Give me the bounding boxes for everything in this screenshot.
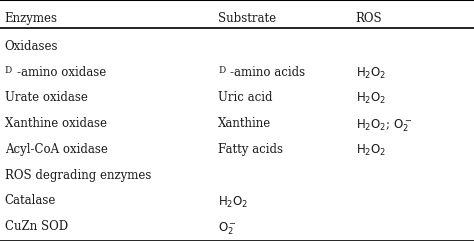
Text: $\mathrm{H_2O_2}$; $\mathrm{O_2^-}$: $\mathrm{H_2O_2}$; $\mathrm{O_2^-}$ [356,117,412,134]
Text: ROS: ROS [356,12,382,25]
Text: Oxidases: Oxidases [5,40,58,53]
Text: $\mathrm{H_2O_2}$: $\mathrm{H_2O_2}$ [356,143,386,158]
Text: Xanthine oxidase: Xanthine oxidase [5,117,107,130]
Text: Xanthine: Xanthine [218,117,271,130]
Text: Fatty acids: Fatty acids [218,143,283,156]
Text: Urate oxidase: Urate oxidase [5,91,88,104]
Text: $\mathrm{O_2^-}$: $\mathrm{O_2^-}$ [218,220,237,237]
Text: Substrate: Substrate [218,12,276,25]
Text: Catalase: Catalase [5,194,56,208]
Text: ROS degrading enzymes: ROS degrading enzymes [5,169,151,182]
Text: -amino acids: -amino acids [230,66,305,79]
Text: Enzymes: Enzymes [5,12,58,25]
Text: $\mathrm{H_2O_2}$: $\mathrm{H_2O_2}$ [356,91,386,107]
Text: -amino oxidase: -amino oxidase [17,66,106,79]
Text: D: D [5,66,12,74]
Text: $\mathrm{H_2O_2}$: $\mathrm{H_2O_2}$ [218,194,248,210]
Text: D: D [218,66,225,74]
Text: Uric acid: Uric acid [218,91,273,104]
Text: $\mathrm{H_2O_2}$: $\mathrm{H_2O_2}$ [356,66,386,81]
Text: Acyl-CoA oxidase: Acyl-CoA oxidase [5,143,108,156]
Text: CuZn SOD: CuZn SOD [5,220,68,233]
